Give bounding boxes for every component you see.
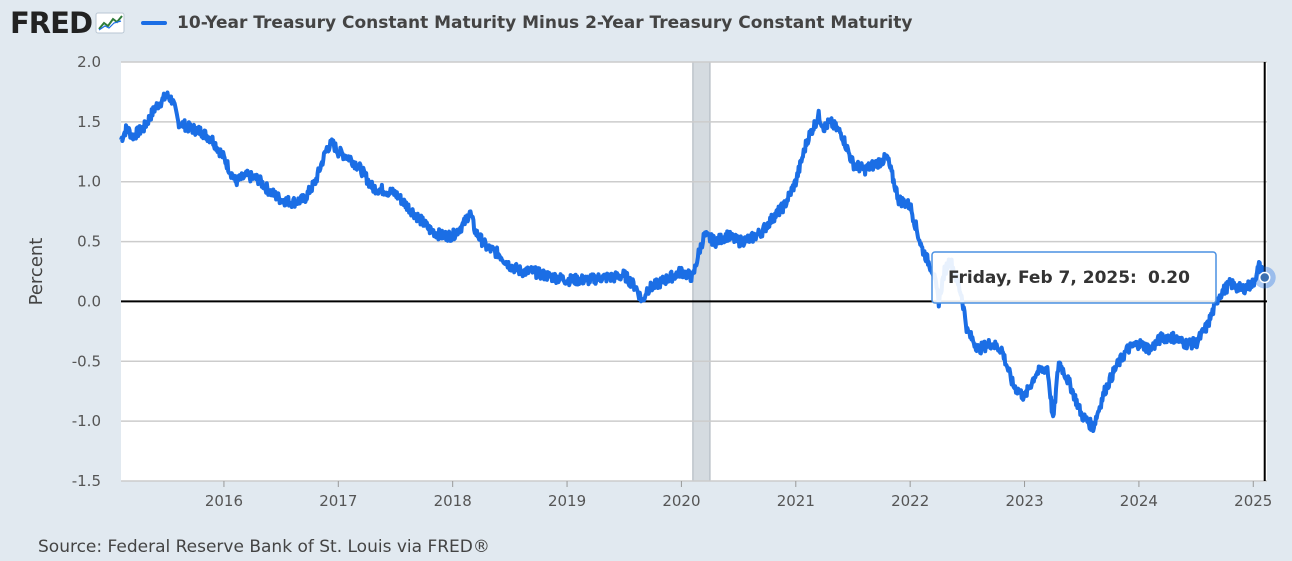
fred-logo[interactable]: FRED	[10, 6, 93, 40]
tooltip: Friday, Feb 7, 2025: 0.20	[931, 251, 1217, 304]
legend-swatch	[141, 21, 168, 25]
x-tick-label: 2017	[319, 492, 357, 510]
x-tick-label: 2019	[548, 492, 586, 510]
source-note: Source: Federal Reserve Bank of St. Loui…	[38, 537, 490, 557]
y-tick-label: 0.0	[77, 292, 101, 310]
y-axis-title: Percent	[26, 238, 47, 306]
chart-title: 10-Year Treasury Constant Maturity Minus…	[177, 13, 913, 33]
y-tick-label: -1.5	[72, 472, 101, 490]
y-tick-label: 1.5	[77, 113, 101, 131]
y-tick-label: -1.0	[72, 412, 101, 430]
chart-header: FRED 10-Year Treasury Constant Maturity …	[10, 6, 912, 40]
x-tick-label: 2016	[205, 492, 243, 510]
x-tick-label: 2023	[1005, 492, 1043, 510]
tooltip-value: 0.20	[1148, 268, 1190, 288]
chart-line-icon	[95, 12, 125, 34]
x-tick-label: 2024	[1120, 492, 1158, 510]
y-tick-label: 1.0	[77, 173, 101, 191]
y-tick-label: 0.5	[77, 233, 101, 251]
tooltip-box	[931, 251, 1217, 304]
x-tick-label: 2022	[891, 492, 929, 510]
y-tick-label: 2.0	[77, 53, 101, 71]
x-tick-label: 2020	[662, 492, 700, 510]
x-tick-label: 2018	[434, 492, 472, 510]
x-tick-label: 2021	[777, 492, 815, 510]
series-line[interactable]	[119, 90, 1267, 433]
x-tick-label: 2025	[1234, 492, 1272, 510]
highlight-point[interactable]	[1258, 271, 1271, 284]
y-tick-label: -0.5	[72, 352, 101, 370]
tooltip-label: Friday, Feb 7, 2025:	[948, 268, 1137, 288]
